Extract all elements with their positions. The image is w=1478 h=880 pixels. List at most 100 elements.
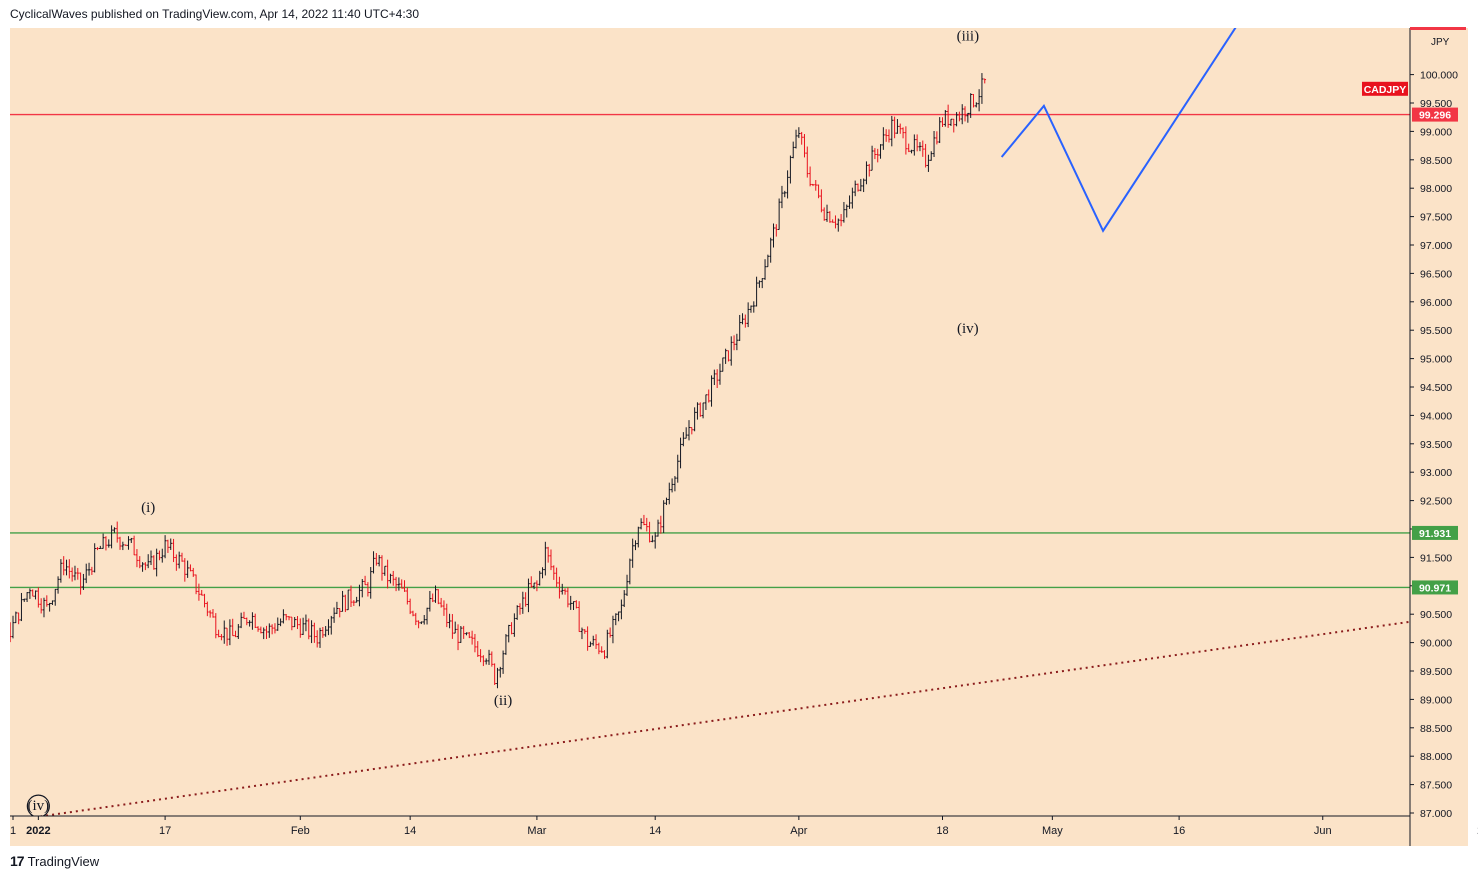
candle	[569, 595, 572, 610]
candle	[59, 559, 63, 583]
candle	[676, 454, 680, 483]
candle	[690, 426, 694, 435]
candle	[358, 584, 361, 607]
wave-label[interactable]: (iii)	[957, 29, 980, 45]
candle	[468, 632, 471, 639]
candle	[101, 533, 105, 549]
candle	[532, 582, 536, 590]
wave-label[interactable]: (iv)	[28, 798, 50, 814]
candle	[0, 638, 3, 655]
candle	[513, 613, 516, 637]
candle	[48, 602, 51, 612]
candle	[563, 588, 567, 595]
candle	[25, 592, 29, 602]
candle	[752, 301, 756, 313]
candle	[383, 565, 387, 576]
symbol-tag[interactable]: CADJPY	[1362, 81, 1408, 96]
candle	[231, 618, 234, 637]
candle	[96, 547, 99, 551]
candle	[400, 579, 403, 589]
candle	[938, 117, 941, 144]
candle	[960, 104, 964, 125]
candle	[611, 615, 615, 644]
candle	[465, 632, 468, 636]
y-tick-label: 99.000	[1420, 126, 1452, 138]
candle	[620, 599, 623, 620]
candle	[62, 556, 65, 576]
candle	[459, 626, 463, 643]
price-tag-99.296[interactable]: 99.296	[1412, 107, 1458, 122]
plot-area[interactable]	[10, 28, 1410, 816]
candle	[110, 525, 113, 549]
candle	[814, 180, 818, 191]
candle	[803, 134, 806, 158]
candle	[369, 566, 373, 599]
candle	[242, 611, 246, 619]
candle	[228, 619, 232, 646]
candle	[648, 521, 651, 543]
candle	[955, 112, 958, 127]
candle	[763, 259, 767, 280]
candle	[104, 536, 108, 551]
candle	[921, 140, 925, 157]
candle	[214, 613, 218, 639]
candle	[256, 626, 260, 632]
wave-label-circle	[26, 794, 50, 816]
candle	[496, 667, 499, 689]
candle	[307, 618, 311, 640]
candle	[82, 573, 85, 590]
y-tick-label: 94.500	[1420, 382, 1452, 394]
candle	[217, 629, 220, 638]
wave-projection-path[interactable]	[1000, 23, 1239, 233]
candle	[222, 620, 226, 644]
candle	[972, 93, 975, 108]
candle	[65, 559, 68, 576]
candle	[191, 567, 195, 577]
candle	[172, 538, 175, 563]
candle	[822, 207, 826, 221]
candle	[99, 545, 102, 550]
candle	[653, 532, 657, 549]
candle	[614, 613, 618, 626]
candle	[679, 437, 682, 469]
candle	[665, 497, 668, 506]
candle	[876, 148, 880, 163]
price-axis[interactable]	[1410, 28, 1468, 816]
candle	[45, 595, 49, 607]
candle	[175, 554, 178, 571]
time-axis[interactable]	[10, 816, 1468, 846]
price-tag-91.931[interactable]: 91.931	[1412, 525, 1458, 540]
candle	[929, 151, 933, 161]
price-tag-90.971[interactable]: 90.971	[1412, 580, 1458, 595]
wave-label[interactable]: (i)	[141, 500, 155, 516]
candle	[651, 535, 654, 543]
wave-label[interactable]: (iv)	[957, 321, 979, 337]
candle	[794, 129, 798, 149]
candle	[352, 600, 356, 606]
candle	[79, 572, 82, 595]
candle	[642, 514, 646, 526]
candle	[363, 575, 367, 586]
wave-label[interactable]: (ii)	[494, 693, 512, 709]
candle	[394, 576, 398, 592]
candle	[200, 589, 204, 596]
candle	[645, 517, 649, 532]
candle	[183, 558, 187, 582]
candle	[586, 626, 589, 651]
y-tick-label: 91.500	[1420, 552, 1452, 564]
candle	[862, 178, 865, 193]
x-tick-label: 16	[1173, 825, 1185, 837]
candle	[667, 482, 671, 505]
candle	[817, 184, 820, 199]
candle	[166, 539, 170, 553]
candle	[591, 635, 595, 646]
x-tick-label: 1	[10, 825, 16, 837]
candle	[290, 616, 294, 631]
candle	[115, 521, 119, 543]
candle	[766, 254, 770, 268]
candle	[493, 663, 496, 685]
x-tick-label: Feb	[291, 825, 310, 837]
candle	[549, 549, 553, 571]
candle	[839, 214, 843, 227]
